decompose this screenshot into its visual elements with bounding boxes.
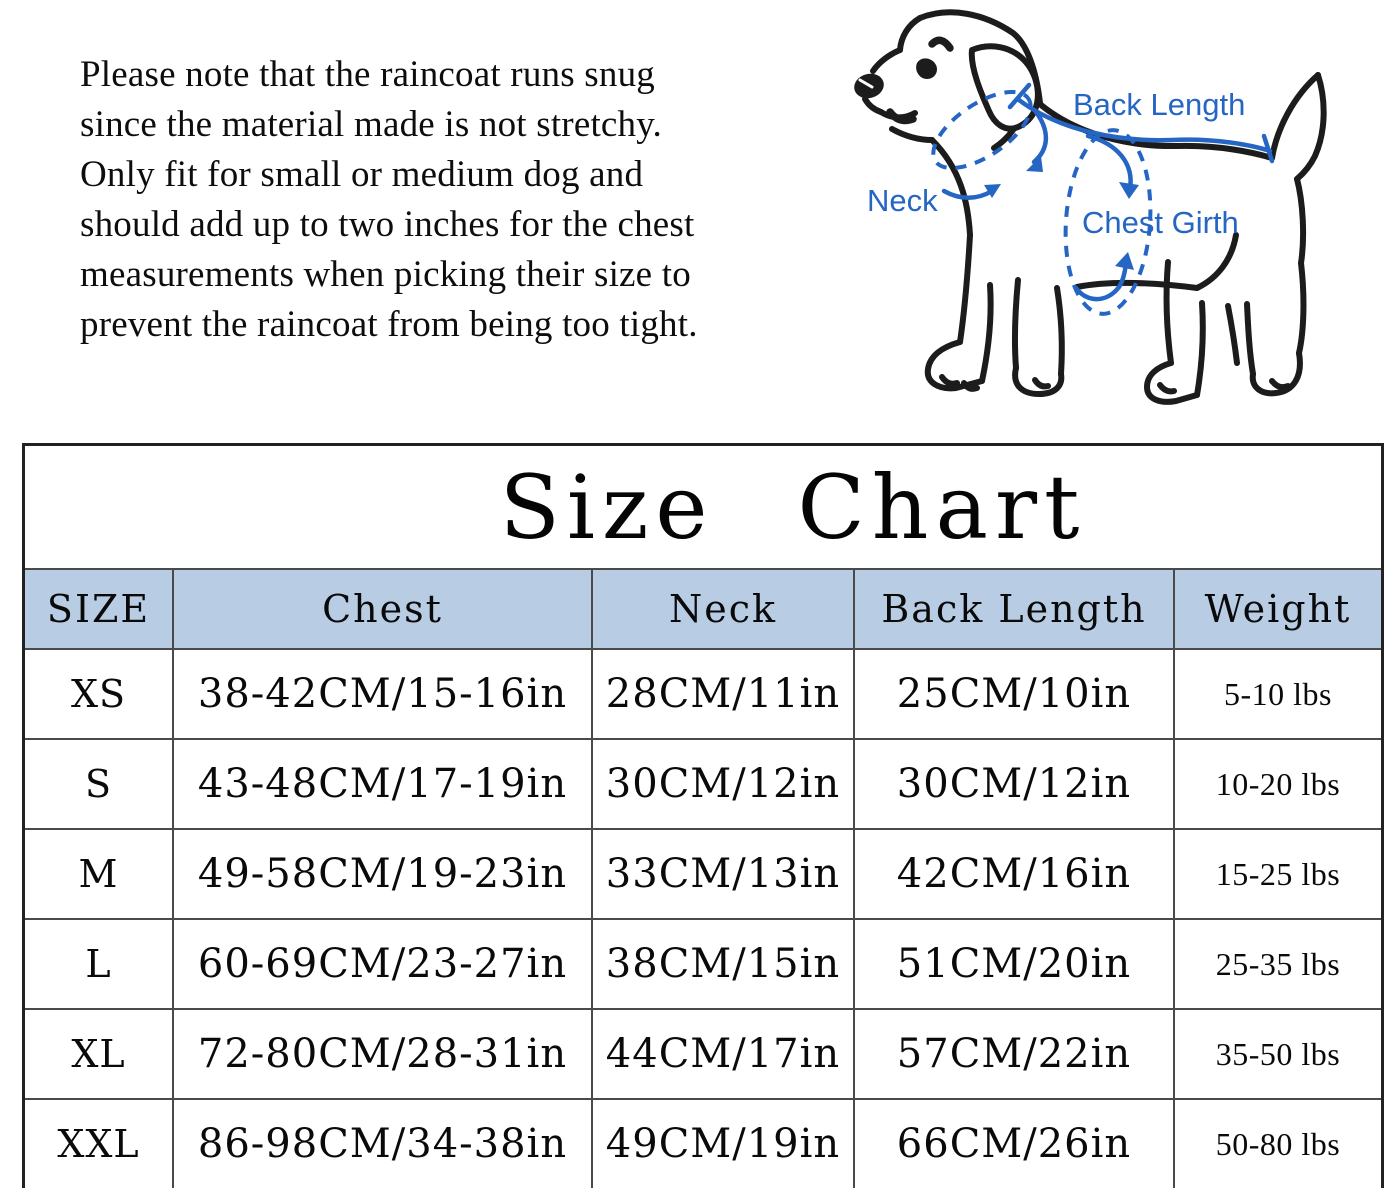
- cell-s-size: S: [25, 738, 172, 828]
- cell-l-size: L: [25, 918, 172, 1008]
- cell-xl-back-length: 57CM/22in: [853, 1008, 1173, 1098]
- cell-l-chest: 60-69CM/23-27in: [172, 918, 591, 1008]
- cell-s-back-length: 30CM/12in: [853, 738, 1173, 828]
- cell-xs-weight: 5-10 lbs: [1173, 648, 1381, 738]
- cell-xs-neck: 28CM/11in: [591, 648, 853, 738]
- withers-arrow: [1031, 109, 1049, 165]
- col-header-chest: Chest: [172, 568, 591, 648]
- cell-l-weight: 25-35 lbs: [1173, 918, 1381, 1008]
- cell-s-chest: 43-48CM/17-19in: [172, 738, 591, 828]
- cell-l-back-length: 51CM/20in: [853, 918, 1173, 1008]
- chest-girth-ellipse: [1063, 128, 1153, 316]
- cell-s-weight: 10-20 lbs: [1173, 738, 1381, 828]
- size-chart-table: Size Chart SIZE Chest Neck Back Length W…: [22, 443, 1384, 1188]
- col-header-back-length: Back Length: [853, 568, 1173, 648]
- cell-xl-neck: 44CM/17in: [591, 1008, 853, 1098]
- cell-xl-chest: 72-80CM/28-31in: [172, 1008, 591, 1098]
- cell-xxl-neck: 49CM/19in: [591, 1098, 853, 1188]
- col-header-neck: Neck: [591, 568, 853, 648]
- note-text: Please note that the raincoat runs snug …: [80, 54, 698, 345]
- cell-m-neck: 33CM/13in: [591, 828, 853, 918]
- dog-eyebrow: [928, 36, 954, 52]
- measurement-annotations: Back Length Neck Chest Girth: [867, 82, 1275, 316]
- cell-s-neck: 30CM/12in: [591, 738, 853, 828]
- cell-xs-back-length: 25CM/10in: [853, 648, 1173, 738]
- cell-m-weight: 15-25 lbs: [1173, 828, 1381, 918]
- cell-m-chest: 49-58CM/19-23in: [172, 828, 591, 918]
- cell-l-neck: 38CM/15in: [591, 918, 853, 1008]
- table-title: Size Chart: [499, 455, 1087, 559]
- cell-xxl-chest: 86-98CM/34-38in: [172, 1098, 591, 1188]
- cell-xs-chest: 38-42CM/15-16in: [172, 648, 591, 738]
- chest-top-arrow: [1085, 133, 1133, 192]
- cell-m-back-length: 42CM/16in: [853, 828, 1173, 918]
- cell-xl-size: XL: [25, 1008, 172, 1098]
- back-length-line: [1016, 97, 1273, 154]
- neck-label: Neck: [867, 183, 938, 218]
- cell-xxl-back-length: 66CM/26in: [853, 1098, 1173, 1188]
- dog-ear: [968, 43, 1041, 132]
- cell-xxl-weight: 50-80 lbs: [1173, 1098, 1381, 1188]
- dog-measurement-diagram: Back Length Neck Chest Girth: [854, 9, 1327, 405]
- chest-girth-label: Chest Girth: [1082, 205, 1239, 240]
- dog-eye: [916, 58, 937, 79]
- cell-xxl-size: XXL: [25, 1098, 172, 1188]
- cell-xl-weight: 35-50 lbs: [1173, 1008, 1381, 1098]
- back-length-label: Back Length: [1073, 87, 1245, 122]
- col-header-size: SIZE: [25, 568, 172, 648]
- cell-xs-size: XS: [25, 648, 172, 738]
- chest-bottom-arrow: [1073, 260, 1129, 302]
- col-header-weight: Weight: [1173, 568, 1381, 648]
- table-title-row: Size Chart: [25, 446, 1381, 568]
- neck-girth-ellipse: [931, 89, 1033, 171]
- neck-arrow: [941, 188, 995, 200]
- dog-outline: [854, 9, 1327, 405]
- cell-m-size: M: [25, 828, 172, 918]
